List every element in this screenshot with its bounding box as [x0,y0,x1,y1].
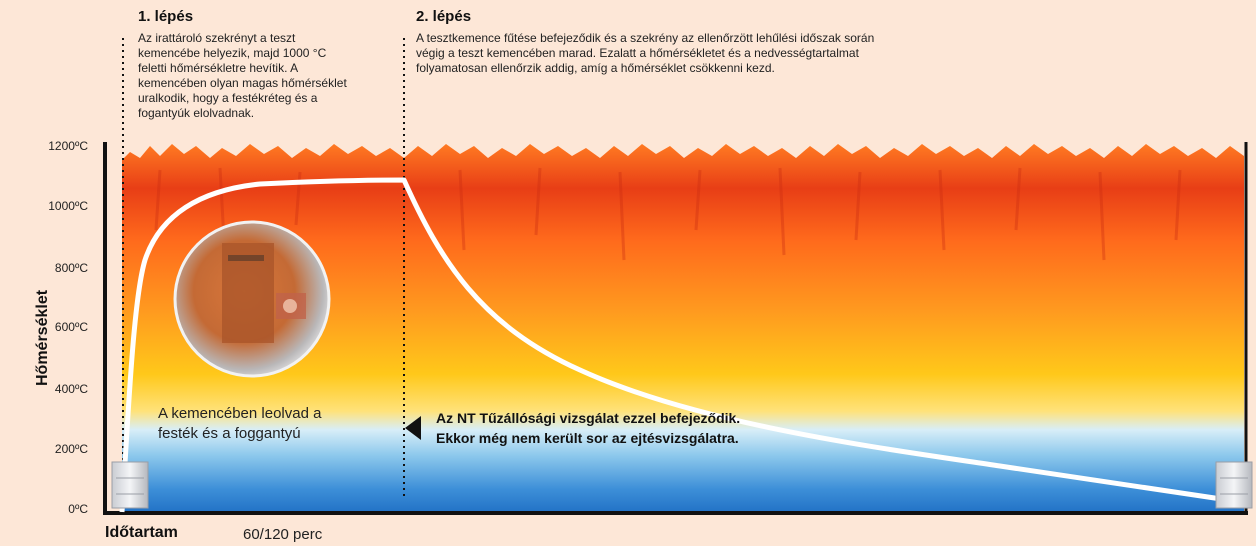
step1-line: uralkodik, hogy a festékréteg és a [138,91,318,105]
step2-line: folyamatosan ellenőrzik addig, amíg a hő… [416,61,775,75]
step1-line: feletti hőmérsékletre hevítik. A [138,61,299,75]
conclusion-line: Ekkor még nem került sor az ejtésvizsgál… [436,430,739,446]
y-tick-label: 1200ºC [48,139,88,153]
cabinet-icon-start [111,461,149,509]
furnace-heat-area [122,144,1244,515]
inset-caption: A kemencében leolvad a festék és a fogga… [158,404,388,444]
step1-title: 1. lépés [138,8,194,25]
step1-line: Az irattároló szekrényt a teszt [138,31,296,45]
cabinet-icon-end [1215,461,1253,509]
step1-line: kemencében olyan magas hőmérséklet [138,76,347,90]
step2-title: 2. lépés [416,8,472,25]
step2-line: végig a teszt kemencében marad. Ezalatt … [416,46,859,60]
y-tick-label: 200ºC [54,442,88,456]
step2-line: A tesztkemence fűtése befejeződik és a s… [416,31,875,45]
inset-caption-line: festék és a foggantyú [158,425,301,442]
y-tick-label: 400ºC [54,382,88,396]
conclusion-note: Az NT Tűzállósági vizsgálat ezzel befeje… [436,408,856,448]
step2-description: A tesztkemence fűtése befejeződik és a s… [416,31,976,76]
y-tick-label: 800ºC [54,261,88,275]
temperature-curve [119,177,1229,513]
inset-photo [173,220,331,378]
step1-description: Az irattároló szekrényt a teszt kemencéb… [138,31,408,121]
x-axis-title: Időtartam [105,524,178,541]
step1-line: fogantyúk elolvadnak. [138,106,255,120]
inset-caption-line: A kemencében leolvad a [158,405,322,422]
flame-streaks [154,167,1182,261]
duration-label: 60/120 perc [243,526,323,543]
y-tick-label: 600ºC [54,320,88,334]
y-axis-title: Hőmérséklet [34,289,51,386]
y-tick-label: 1000ºC [48,199,88,213]
conclusion-line: Az NT Tűzállósági vizsgálat ezzel befeje… [436,410,741,426]
step1-line: kemencébe helyezik, majd 1000 °C [138,46,327,60]
pointer-arrow-icon [405,416,421,440]
y-tick-label: 0ºC [68,502,88,516]
